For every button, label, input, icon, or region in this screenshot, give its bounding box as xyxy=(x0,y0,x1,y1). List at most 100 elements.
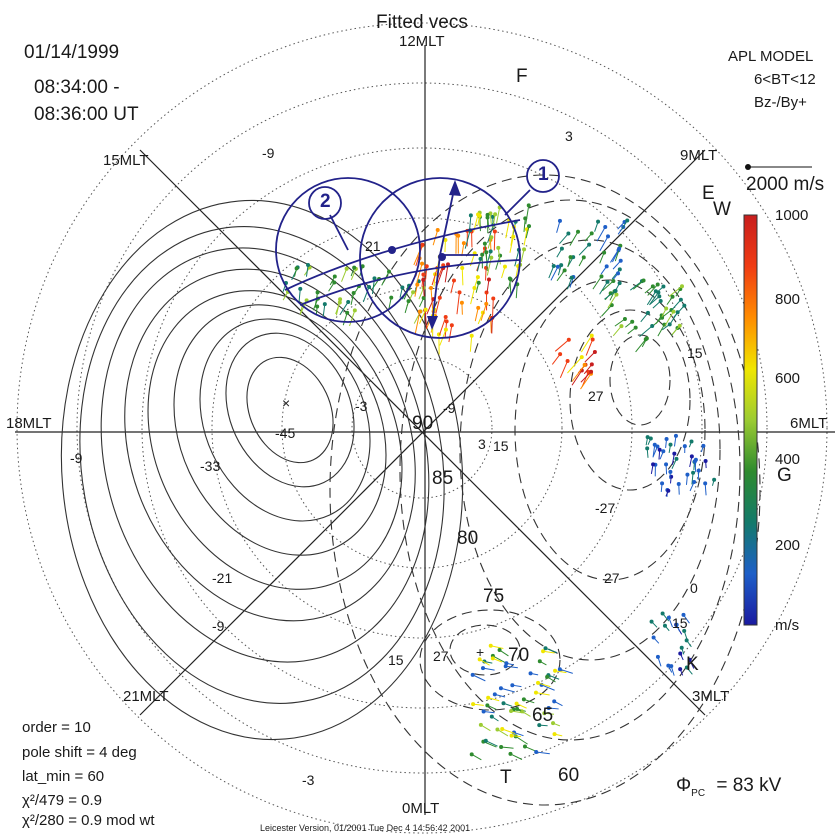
velocity-vector-origin xyxy=(576,229,581,234)
velocity-vector-origin xyxy=(521,697,526,702)
velocity-vector xyxy=(510,226,515,246)
velocity-vector xyxy=(473,277,479,290)
velocity-vector-origin xyxy=(495,727,500,732)
velocity-vector xyxy=(487,224,494,243)
velocity-vector-origin xyxy=(589,231,594,236)
contour-label: 15 xyxy=(687,345,703,361)
velocity-vector-origin xyxy=(648,436,653,441)
velocity-vector xyxy=(436,267,444,287)
velocity-vector xyxy=(585,339,594,356)
latitude-circle-70 xyxy=(141,147,703,709)
velocity-vector-origin xyxy=(587,242,592,247)
velocity-vector xyxy=(599,236,609,252)
velocity-vector xyxy=(566,277,573,290)
velocity-vector-origin xyxy=(651,635,656,640)
velocity-vector-origin xyxy=(644,336,649,341)
velocity-vector-origin xyxy=(337,300,342,305)
velocity-vector xyxy=(404,300,410,314)
velocity-vector-origin xyxy=(493,212,498,217)
velocity-vector-origin xyxy=(678,651,683,656)
velocity-vector xyxy=(510,753,523,760)
velocity-vector-origin xyxy=(522,744,527,749)
velocity-vector-origin xyxy=(582,362,587,367)
velocity-vector-origin xyxy=(568,255,573,260)
velocity-vector xyxy=(559,360,569,378)
velocity-vector-origin xyxy=(406,299,411,304)
dusk-contour xyxy=(173,304,387,556)
velocity-vector-origin xyxy=(437,295,442,300)
contour-label: -9 xyxy=(262,145,275,161)
velocity-vector-origin xyxy=(589,362,594,367)
velocity-vector xyxy=(422,279,425,297)
velocity-vector-origin xyxy=(674,622,679,627)
velocity-vector-origin xyxy=(657,447,662,452)
velocity-vector xyxy=(537,682,551,688)
marker-circle-1 xyxy=(526,159,560,193)
colorbar-tick: 600 xyxy=(775,370,801,387)
velocity-vector-origin xyxy=(470,672,475,677)
latitude-label-75: 75 xyxy=(483,586,505,607)
velocity-vector-origin xyxy=(562,268,567,273)
velocity-vector-origin xyxy=(490,656,495,661)
velocity-vector-origin xyxy=(423,307,428,312)
velocity-vector-origin xyxy=(486,695,491,700)
colorbar-tick: 800 xyxy=(775,291,801,308)
velocity-vector-origin xyxy=(684,638,689,643)
velocity-vector-origin xyxy=(443,314,448,319)
velocity-vector-origin xyxy=(557,667,562,672)
velocity-vector-origin xyxy=(490,214,495,219)
velocity-vector xyxy=(545,647,558,654)
dawn-contour xyxy=(329,174,761,806)
velocity-vector-origin xyxy=(660,611,665,616)
velocity-vector-origin xyxy=(322,302,327,307)
time-start: 08:34:00 - xyxy=(34,77,120,98)
contour-label: 27 xyxy=(588,388,604,404)
velocity-vector-origin xyxy=(566,231,571,236)
velocity-vector xyxy=(450,280,455,294)
annotation-leader xyxy=(504,189,531,216)
velocity-vector-origin xyxy=(306,263,311,268)
velocity-vector-origin xyxy=(662,623,667,628)
contour-label: -21 xyxy=(212,570,233,586)
velocity-vector-origin xyxy=(541,649,546,654)
velocity-vector-origin xyxy=(421,272,426,277)
velocity-vector xyxy=(611,250,619,263)
velocity-vector xyxy=(541,684,555,691)
velocity-vector-origin xyxy=(345,310,350,315)
velocity-vector-origin xyxy=(596,219,601,224)
velocity-vector xyxy=(419,309,427,324)
velocity-vector-origin xyxy=(691,470,696,475)
velocity-vector xyxy=(341,268,348,282)
velocity-vector-origin xyxy=(478,256,483,261)
velocity-vector-origin xyxy=(677,323,682,328)
velocity-vector xyxy=(556,220,561,233)
velocity-vector-origin xyxy=(559,263,564,268)
velocity-vector-origin xyxy=(589,369,594,374)
potential-value: = 83 kV xyxy=(716,775,782,796)
model-imf: Bz-/By+ xyxy=(754,94,807,111)
velocity-vector-origin xyxy=(471,702,476,707)
velocity-vector-origin xyxy=(668,442,673,447)
velocity-vector xyxy=(456,292,461,315)
velocity-vector xyxy=(599,281,608,295)
velocity-vector-origin xyxy=(551,264,556,269)
colorbar-unit: m/s xyxy=(775,617,800,634)
velocity-vector xyxy=(496,207,501,224)
velocity-vector xyxy=(415,263,423,287)
velocity-vector xyxy=(601,304,613,317)
velocity-vector xyxy=(435,297,441,314)
mlt-label-3: 3MLT xyxy=(692,688,730,705)
marker-number-2: 2 xyxy=(320,191,331,212)
velocity-vector-origin xyxy=(611,278,616,283)
velocity-vector xyxy=(649,296,660,306)
velocity-vector-origin xyxy=(668,469,673,474)
velocity-vector-origin xyxy=(703,458,708,463)
velocity-vector-origin xyxy=(484,301,489,306)
latitude-label-85: 85 xyxy=(432,468,454,489)
velocity-vector-origin xyxy=(420,261,425,266)
dusk-contour xyxy=(60,199,464,741)
velocity-vector xyxy=(584,351,596,363)
velocity-vector-origin xyxy=(661,449,666,454)
arrowhead xyxy=(427,316,438,330)
radar-label-f: F xyxy=(516,66,528,87)
